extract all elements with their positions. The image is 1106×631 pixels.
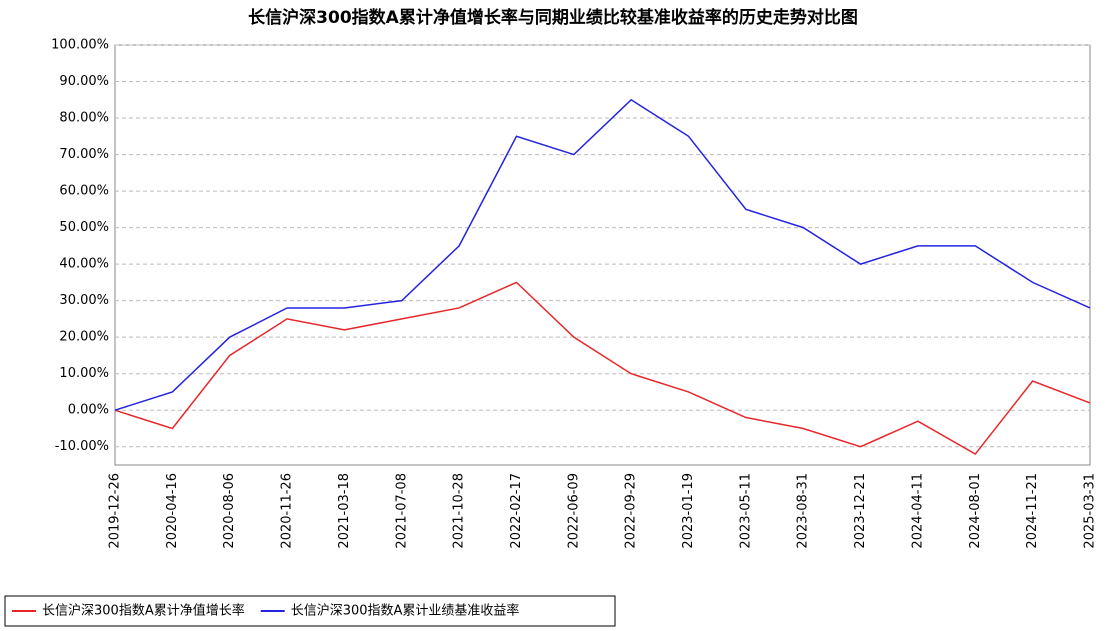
x-tick-label: 2021-10-28: [452, 473, 467, 549]
series-line: [115, 282, 1090, 454]
y-tick-label: 90.00%: [59, 74, 109, 89]
y-tick-label: 50.00%: [59, 220, 109, 235]
chart: 长信沪深300指数A累计净值增长率与同期业绩比较基准收益率的历史走势对比图 -1…: [0, 0, 1106, 631]
y-tick-label: 10.00%: [59, 366, 109, 381]
legend-label: 长信沪深300指数A累计业绩基准收益率: [291, 603, 520, 619]
y-tick-label: 60.00%: [59, 184, 109, 199]
y-tick-label: 70.00%: [59, 147, 109, 162]
x-tick-label: 2023-12-21: [853, 473, 868, 549]
x-tick-label: 2025-03-31: [1083, 473, 1098, 549]
plot-frame: [115, 45, 1090, 465]
chart-title: 长信沪深300指数A累计净值增长率与同期业绩比较基准收益率的历史走势对比图: [248, 7, 858, 28]
x-tick-label: 2022-02-17: [509, 473, 524, 549]
y-tick-label: 40.00%: [59, 257, 109, 272]
x-tick-label: 2019-12-26: [108, 473, 123, 549]
x-tick-label: 2024-08-01: [968, 473, 983, 549]
y-tick-label: 30.00%: [59, 293, 109, 308]
y-tick-label: 100.00%: [51, 38, 109, 53]
x-tick-label: 2020-04-16: [165, 473, 180, 549]
x-tick-label: 2023-05-11: [738, 473, 753, 549]
x-tick-label: 2024-04-11: [910, 473, 925, 549]
x-tick-label: 2020-08-06: [222, 473, 237, 549]
x-tick-label: 2020-11-26: [280, 473, 295, 549]
x-tick-label: 2023-01-19: [681, 473, 696, 549]
y-tick-label: 20.00%: [59, 330, 109, 345]
x-tick-label: 2021-07-08: [394, 473, 409, 549]
y-tick-label: -10.00%: [55, 439, 109, 454]
series-line: [115, 100, 1090, 410]
legend-label: 长信沪深300指数A累计净值增长率: [42, 603, 245, 619]
x-tick-label: 2023-08-31: [796, 473, 811, 549]
x-tick-label: 2022-06-09: [566, 473, 581, 549]
x-tick-label: 2022-09-29: [624, 473, 639, 549]
x-tick-label: 2021-03-18: [337, 473, 352, 549]
y-tick-label: 80.00%: [59, 111, 109, 126]
y-tick-label: 0.00%: [68, 403, 109, 418]
x-tick-label: 2024-11-21: [1025, 473, 1040, 549]
